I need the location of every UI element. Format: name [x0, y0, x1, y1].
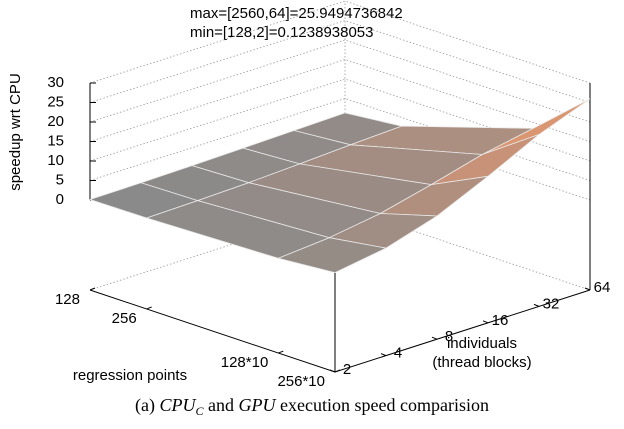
y-tick: [584, 287, 591, 291]
x-tick-label: 256: [112, 310, 137, 327]
chart-subtitle: min=[128,2]=0.1238938053: [190, 24, 374, 41]
chart-title: max=[2560,64]=25.9494736842: [190, 5, 403, 22]
y-tick: [329, 369, 336, 373]
z-tick-label: 30: [47, 74, 64, 91]
y-axis-label: (thread blocks): [432, 354, 531, 371]
grid-line: [89, 39, 591, 123]
y-axis-label: individuals: [447, 335, 517, 352]
y-tick-label: 2: [343, 361, 351, 378]
z-tick-label: 10: [47, 152, 64, 169]
y-tick-label: 4: [394, 345, 402, 362]
x-tick-label: 256*10: [277, 373, 325, 390]
x-tick: [334, 369, 341, 373]
y-tick: [533, 303, 540, 307]
y-tick-label: 32: [543, 295, 560, 312]
x-tick-label: 128*10: [221, 354, 269, 371]
surface-cell: [482, 98, 591, 155]
y-tick: [431, 336, 438, 340]
x-axis-label: regression points: [73, 367, 187, 384]
x-tick: [278, 350, 284, 354]
x-tick: [89, 287, 96, 291]
z-tick-label: 5: [56, 171, 64, 188]
z-axis-label: speedup wrt CPU: [7, 73, 24, 191]
x-tick-label: 128: [55, 291, 80, 308]
y-tick: [482, 320, 489, 324]
y-tick-label: 16: [492, 312, 509, 329]
caption: (a) CPUC and GPU execution speed compari…: [135, 395, 489, 418]
z-tick-label: 15: [47, 132, 64, 149]
z-tick-label: 0: [56, 191, 64, 208]
surface-cell: [277, 237, 388, 274]
x-tick: [146, 306, 152, 310]
y-tick: [380, 353, 387, 357]
y-tick-label: 8: [445, 328, 453, 345]
z-tick-label: 25: [47, 93, 64, 110]
z-tick-label: 20: [47, 113, 64, 130]
y-tick-label: 64: [594, 279, 611, 296]
